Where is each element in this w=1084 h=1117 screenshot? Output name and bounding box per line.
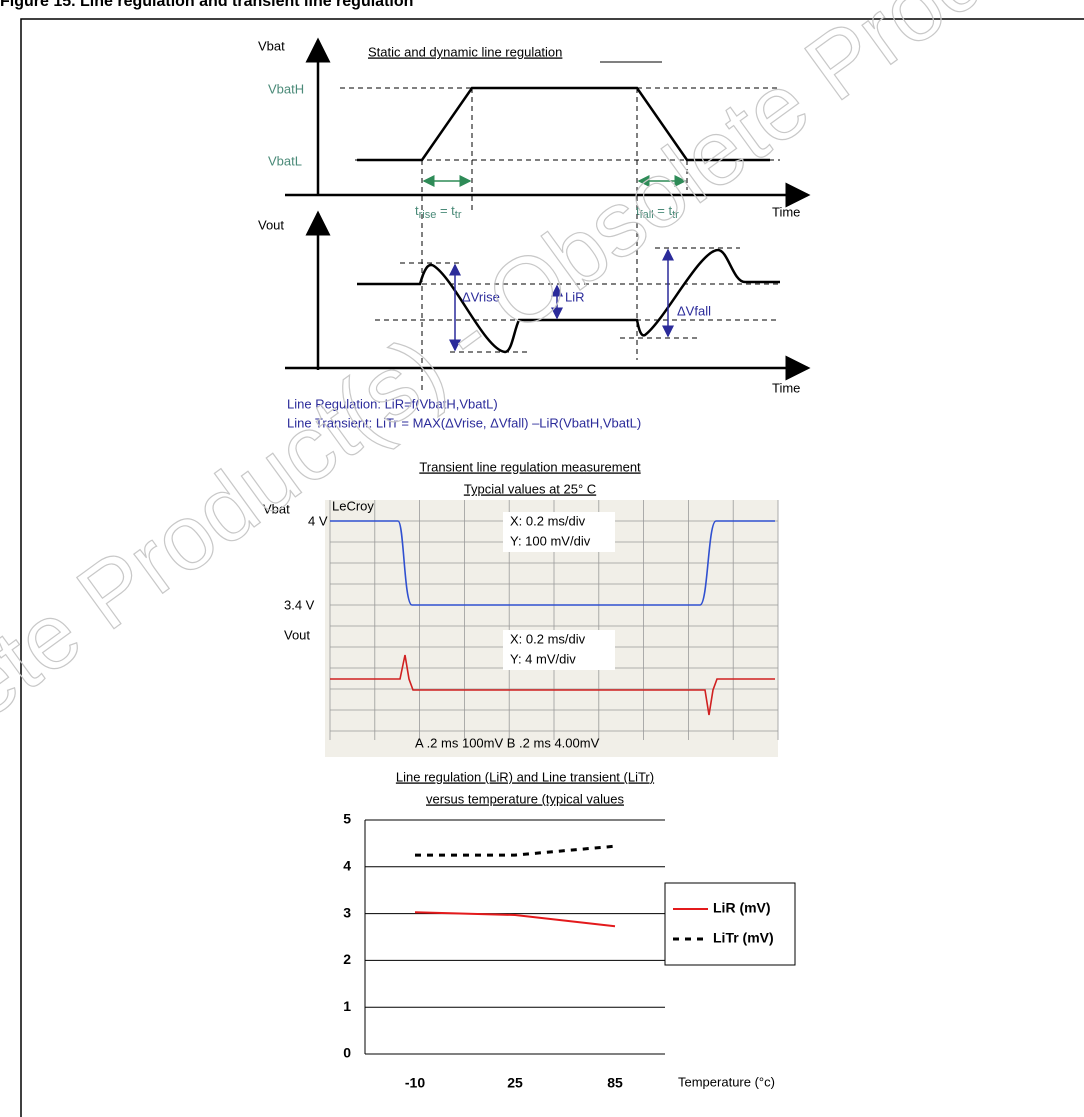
y-tick-label: 1 — [343, 998, 351, 1014]
label: VbatH — [268, 81, 304, 96]
chart-title: versus temperature (typical values — [426, 791, 624, 806]
scope-footer: A .2 ms 100mV B .2 ms 4.00mV — [415, 735, 600, 750]
chart-title: Line regulation (LiR) and Line transient… — [396, 769, 654, 784]
section-title: Transient line regulation measurement — [419, 459, 641, 474]
label: VbatL — [268, 153, 302, 168]
label: 4 V — [308, 513, 328, 528]
section-title: Typcial values at 25° C — [464, 481, 596, 496]
label: rise — [419, 209, 437, 221]
label: Y: 100 mV/div — [510, 533, 591, 548]
y-tick-label: 3 — [343, 904, 351, 920]
label: Y: 4 mV/div — [510, 651, 576, 666]
label: Vout — [284, 627, 310, 642]
label: = t — [436, 203, 455, 218]
label: 3.4 V — [284, 597, 315, 612]
x-tick-label: 25 — [507, 1075, 523, 1091]
label: Time — [772, 380, 800, 395]
legend-box — [665, 883, 795, 965]
x-axis-label: Temperature (°c) — [678, 1074, 775, 1089]
legend-label: LiR (mV) — [713, 900, 771, 916]
figure-title: Figure 15. Line regulation and transient… — [0, 0, 413, 10]
figure: Figure 15. Line regulation and transient… — [0, 0, 1084, 1117]
legend-label: LiTr (mV) — [713, 930, 774, 946]
x-tick-label: 85 — [607, 1075, 623, 1091]
x-tick-label: -10 — [405, 1075, 425, 1091]
label: Vbat — [258, 38, 285, 53]
body: Figure 15. Line regulation and transient… — [0, 0, 1084, 1117]
y-tick-label: 5 — [343, 811, 351, 827]
page: {"figure": {"title": "Figure 15. Line re… — [0, 0, 1084, 1117]
y-tick-label: 4 — [343, 858, 351, 874]
label: X: 0.2 ms/div — [510, 631, 586, 646]
label: tr — [455, 209, 462, 221]
label: LeCroy — [332, 498, 374, 513]
label: Time — [772, 204, 800, 219]
y-tick-label: 0 — [343, 1045, 351, 1061]
label: X: 0.2 ms/div — [510, 513, 586, 528]
y-tick-label: 2 — [343, 951, 351, 967]
label: ΔVfall — [677, 303, 711, 318]
series-line — [415, 846, 615, 855]
chart: 0 1 2 3 4 5 -10 25 85 LiR (mV) LiTr (mV) — [343, 811, 795, 1091]
diagram-title: Static and dynamic line regulation — [368, 44, 562, 59]
series-line — [415, 912, 615, 926]
label: Vout — [258, 217, 284, 232]
